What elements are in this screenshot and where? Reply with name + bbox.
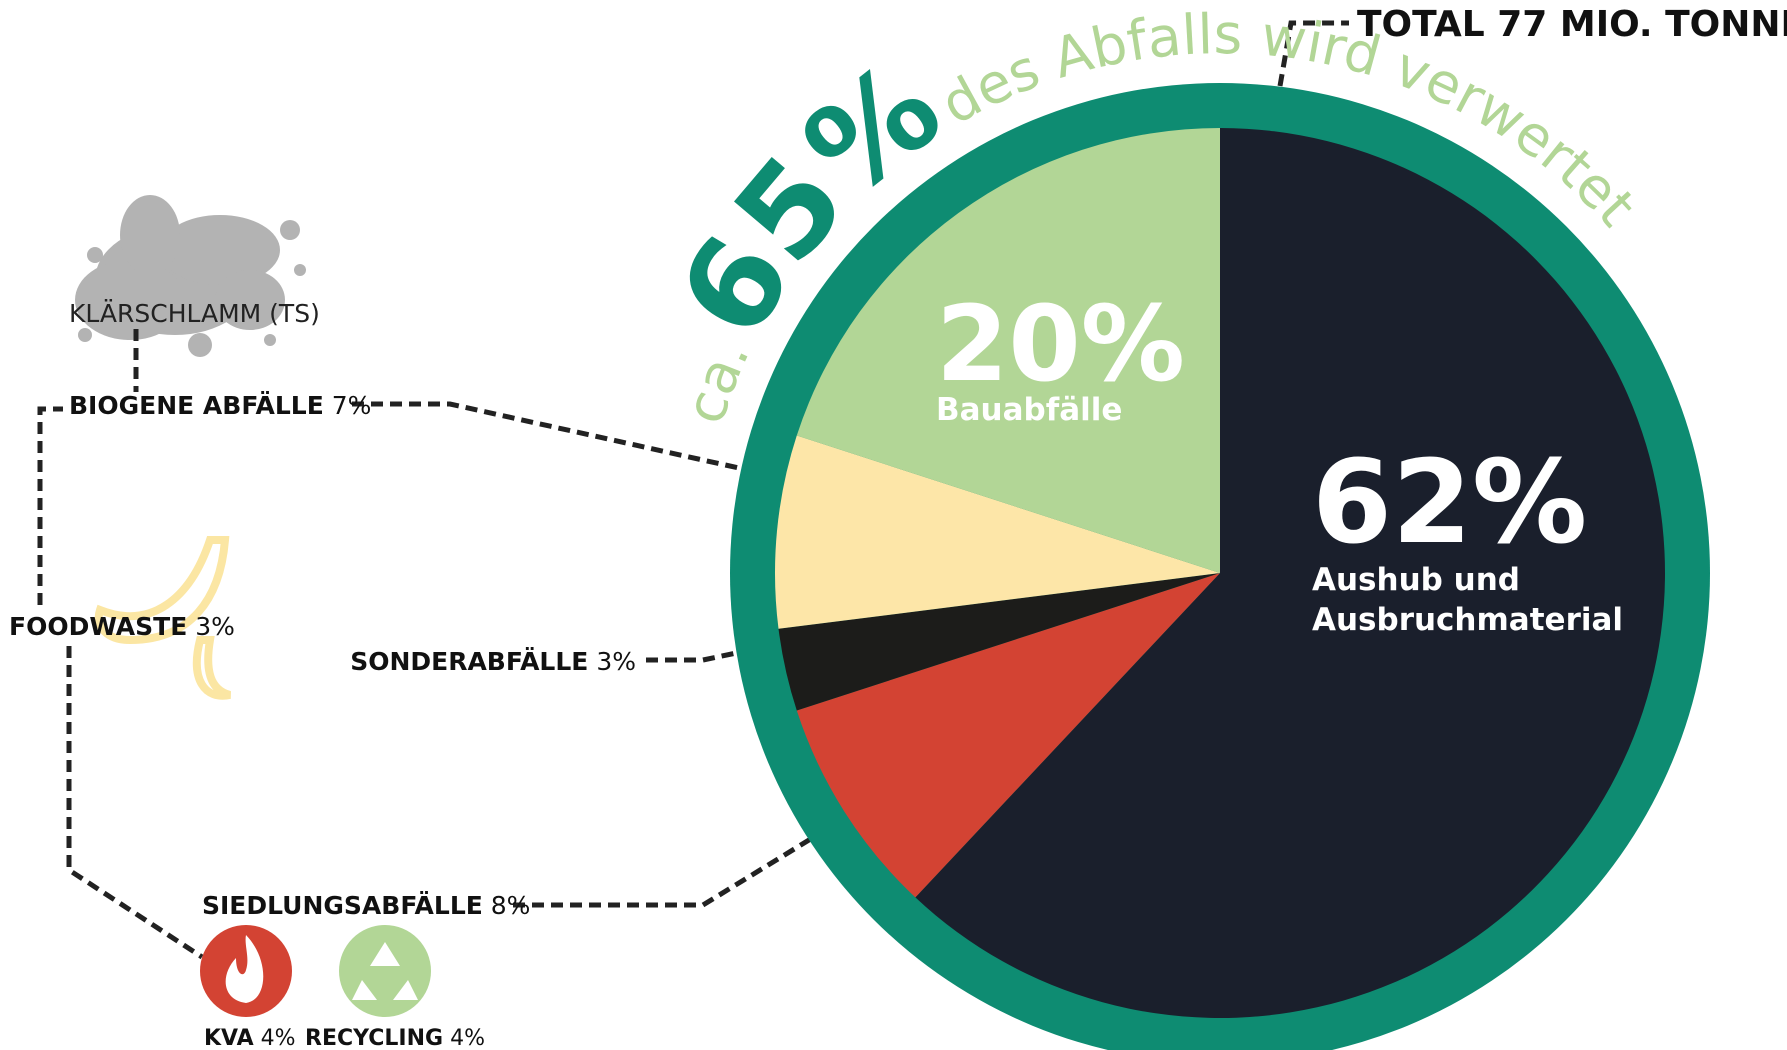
slice-label: RECYCLING 4% [305, 1026, 485, 1050]
sludge-icon [75, 195, 306, 357]
value-label: 20% [936, 283, 1185, 405]
pie-slice [778, 573, 1220, 711]
leader-line [37, 406, 63, 605]
label-value: 4% [261, 1026, 296, 1050]
label-value: 4% [450, 1026, 485, 1050]
slice-label: SIEDLUNGSABFÄLLE 8% [202, 890, 530, 920]
slice-label: FOODWASTE 3% [9, 612, 235, 641]
label-name: SIEDLUNGSABFÄLLE [202, 890, 483, 920]
label-value: 3% [195, 612, 235, 641]
slice-label: SONDERABFÄLLE 3% [350, 646, 636, 676]
leader-line [352, 401, 785, 481]
value-label: 62% [1312, 436, 1587, 570]
label-name: KVA [204, 1026, 254, 1050]
pie [730, 83, 1710, 1050]
recycling-icon [339, 925, 431, 1017]
label-value: 3% [596, 647, 636, 676]
leader-line [1277, 20, 1349, 87]
pie-slice [796, 573, 1220, 898]
pie-slice [796, 128, 1220, 573]
kva-icon [200, 925, 292, 1017]
label-value: 7% [332, 391, 372, 420]
chart-title: TOTAL 77 MIO. TONNEN [1357, 4, 1787, 45]
slice-label: KVA 4% [204, 1026, 296, 1050]
leader-line [66, 646, 204, 960]
arc-prefix: ca. [672, 330, 761, 431]
label-name: SONDERABFÄLLE [350, 646, 588, 676]
category-label: Aushub und Ausbruchmaterial [1312, 562, 1624, 638]
label-value: 8% [491, 891, 531, 920]
pie-slice [775, 435, 1220, 629]
category-label: Bauabfälle [936, 392, 1123, 428]
pie-slice [915, 128, 1665, 1018]
leader-line [513, 810, 855, 908]
banana-icon [94, 536, 232, 700]
label-name: BIOGENE ABFÄLLE [69, 390, 324, 420]
slice-label: BIOGENE ABFÄLLE 7% [69, 390, 371, 420]
annotation: KLÄRSCHLAMM (TS) [69, 299, 320, 328]
label-name: RECYCLING [305, 1026, 443, 1050]
leader-line [646, 640, 785, 663]
label-name: FOODWASTE [9, 612, 187, 641]
